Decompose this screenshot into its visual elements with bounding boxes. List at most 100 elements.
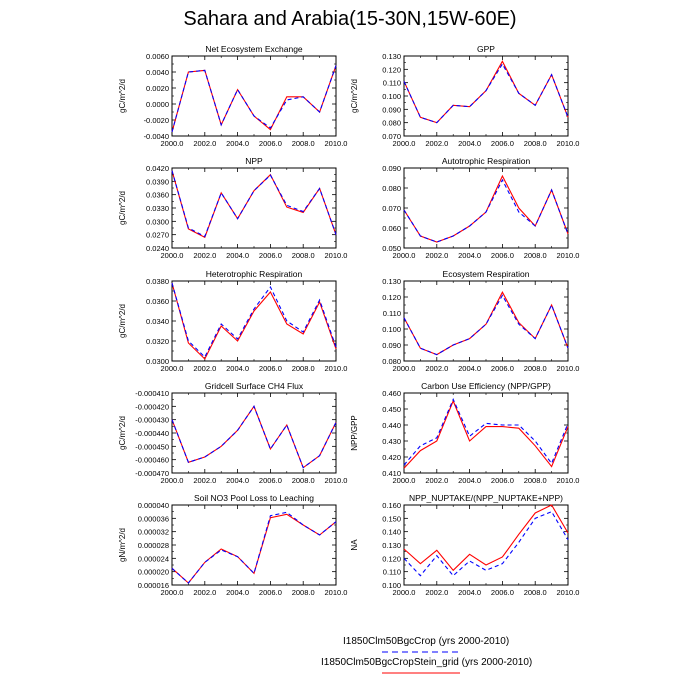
x-tick-label: 2000.0 [161,251,184,260]
y-tick-label: 0.450 [382,405,401,414]
y-tick-label: 0.0360 [146,191,169,200]
x-tick-label: 2010.0 [557,476,580,485]
x-tick-label: 2004.0 [458,251,481,260]
x-tick-label: 2002.0 [425,139,448,148]
x-tick-label: 2006.0 [491,251,514,260]
y-tick-label: 0.000032 [138,528,169,537]
x-tick-label: 2006.0 [491,364,514,373]
y-tick-label: 0.0020 [146,84,169,93]
series-line-1 [403,398,569,466]
x-tick-label: 2004.0 [458,139,481,148]
y-tick-label: 0.0390 [146,177,169,186]
x-tick-label: 2000.0 [393,251,416,260]
y-tick-label: -0.000430 [135,416,169,425]
panel-title: Carbon Use Efficiency (NPP/GPP) [421,381,551,391]
x-tick-label: 2010.0 [325,476,348,485]
series-line-1 [403,294,569,356]
chart-panel-3: NPP 0.0240 0.0270 0.0300 0.0330 0.0360 0.0390 0… [118,156,347,260]
x-tick-label: 2000.0 [393,139,416,148]
y-tick-label: 0.0000 [146,100,169,109]
x-tick-label: 2004.0 [226,364,249,373]
x-tick-label: 2008.0 [524,251,547,260]
x-tick-label: 2006.0 [491,476,514,485]
y-tick-label: 0.0320 [146,337,169,346]
x-tick-label: 2006.0 [491,588,514,597]
x-tick-label: 2010.0 [325,364,348,373]
y-tick-label: 0.060 [382,224,401,233]
y-tick-label: 0.130 [382,52,401,61]
y-tick-label: 0.070 [382,132,401,141]
series-line-2 [403,504,569,572]
x-tick-label: 2006.0 [491,139,514,148]
y-tick-label: 0.150 [382,514,401,523]
chart-panel-9: Soil NO3 Pool Loss to Leaching 0.000016 0.… [118,493,347,597]
panel-title: Autotrophic Respiration [442,156,531,166]
series-line-1 [403,178,569,243]
y-tick-label: 0.090 [382,164,401,173]
y-tick-label: -0.000450 [135,442,169,451]
y-tick-label: 0.0300 [146,357,169,366]
y-tick-label: 0.420 [382,453,401,462]
y-tick-label: -0.000410 [135,389,169,398]
y-axis-label: NA [350,539,359,551]
y-tick-label: 0.080 [382,357,401,366]
panel-title: Gridcell Surface CH4 Flux [205,381,304,391]
y-tick-label: 0.460 [382,389,401,398]
x-tick-label: 2002.0 [193,364,216,373]
panel-title: Ecosystem Respiration [443,269,530,279]
chart-panel-10: NPP_NUPTAKE/(NPP_NUPTAKE+NPP) 0.100 0.110 0… [350,493,579,597]
y-tick-label: 0.120 [382,554,401,563]
x-tick-label: 2002.0 [193,251,216,260]
x-tick-label: 2004.0 [226,476,249,485]
panel-title: NPP [245,156,263,166]
y-tick-label: 0.430 [382,437,401,446]
x-tick-label: 2002.0 [425,588,448,597]
x-tick-label: 2002.0 [193,139,216,148]
y-axis-label: gC/m^2/d [118,304,127,338]
y-tick-label: 0.0270 [146,231,169,240]
panel-title: NPP_NUPTAKE/(NPP_NUPTAKE+NPP) [409,493,563,503]
x-tick-label: 2002.0 [425,364,448,373]
y-tick-label: 0.0330 [146,204,169,213]
chart-panel-7: Gridcell Surface CH4 Flux -0.000470 -0.000… [118,381,347,485]
y-tick-label: 0.140 [382,528,401,537]
x-tick-label: 2004.0 [458,364,481,373]
x-tick-label: 2008.0 [292,364,315,373]
x-tick-label: 2004.0 [226,588,249,597]
plot-frame [171,55,337,137]
x-tick-label: 2002.0 [193,476,216,485]
series-line-1 [403,62,569,124]
x-tick-label: 2000.0 [393,364,416,373]
series-line-1 [171,170,337,238]
panel-title: Soil NO3 Pool Loss to Leaching [194,493,314,503]
plot-frame [403,55,569,137]
y-tick-label: 0.000024 [138,554,169,563]
x-tick-label: 2006.0 [259,476,282,485]
y-tick-label: 0.090 [382,105,401,114]
y-axis-label: gN/m^2/d [118,528,127,562]
x-tick-label: 2010.0 [557,139,580,148]
chart-panel-2: GPP 0.070 0.080 0.090 0.100 0.110 0.120 0.130 20… [350,44,579,148]
y-axis-label: gC/m^2/d [118,191,127,225]
y-tick-label: 0.0240 [146,244,169,253]
y-tick-label: -0.000420 [135,402,169,411]
series-line-1 [171,511,337,584]
y-tick-label: 0.160 [382,501,401,510]
figure-title: Sahara and Arabia(15-30N,15W-60E) [183,8,517,30]
x-tick-label: 2008.0 [292,251,315,260]
y-tick-label: 0.110 [383,309,401,318]
x-tick-label: 2008.0 [524,476,547,485]
y-tick-label: 0.440 [382,421,401,430]
x-tick-label: 2000.0 [161,588,184,597]
plot-frame [403,392,569,474]
y-tick-label: 0.000016 [138,581,169,590]
series-line-2 [171,405,337,469]
x-tick-label: 2010.0 [325,251,348,260]
y-tick-label: 0.110 [383,568,401,577]
plot-frame [171,167,337,249]
x-tick-label: 2006.0 [259,364,282,373]
y-tick-label: 0.000040 [138,501,169,510]
x-tick-label: 2008.0 [524,139,547,148]
chart-panel-5: Heterotrophic Respiration 0.0300 0.0320 0.0… [118,269,347,373]
